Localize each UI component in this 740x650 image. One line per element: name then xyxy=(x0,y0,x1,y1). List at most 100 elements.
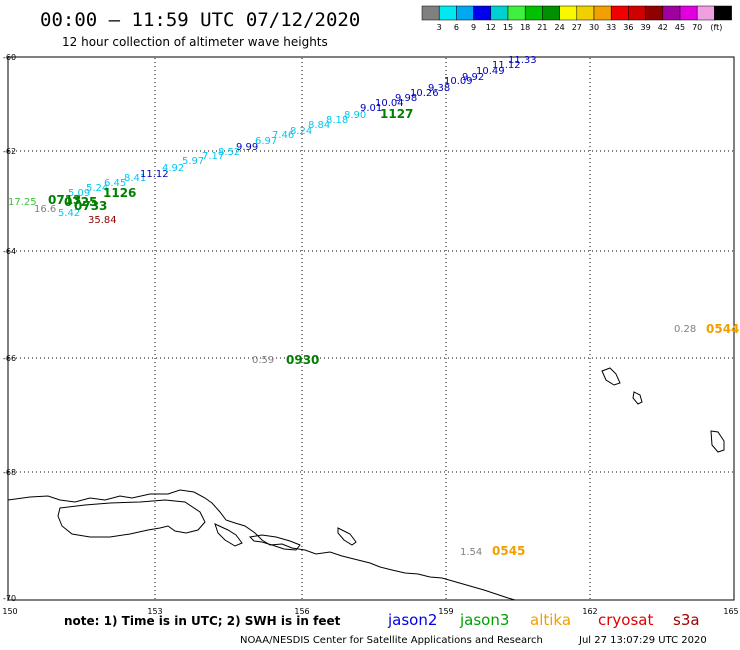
swh-value: 16.6 xyxy=(34,204,56,215)
swh-value: 8.41 xyxy=(124,173,146,184)
legend-tick-label: 15 xyxy=(503,23,513,32)
pass-time: 0733 xyxy=(74,199,107,213)
swh-value: 11.12 xyxy=(140,169,169,180)
track-values: 17.25 16.6 5.42 5.09 5.24 6.45 8.41 11.1… xyxy=(8,55,696,558)
swh-value: 11.12 xyxy=(492,60,521,71)
swh-value: 5.97 xyxy=(182,156,204,167)
legend-color-swatch xyxy=(593,5,612,21)
wave-height-color-legend: 3 6 9 12 15 18 21 24 27 30 33 36 39 42 45 70 (ft) xyxy=(421,5,732,32)
swh-value: 35.84 xyxy=(88,215,117,226)
lat-label: -62 xyxy=(3,147,16,156)
legend-color-swatch xyxy=(456,5,474,21)
legend-tick-label: 18 xyxy=(520,23,530,32)
legend-tick-label: 45 xyxy=(675,23,685,32)
legend-tick-label: 3 xyxy=(437,23,442,32)
swh-value: 6.97 xyxy=(255,136,277,147)
swh-value: 9.38 xyxy=(428,83,450,94)
legend-tick-label: 33 xyxy=(606,23,616,32)
legend-color-swatch xyxy=(507,5,526,21)
legend-tick-label: 24 xyxy=(555,23,565,32)
swh-value: 9.99 xyxy=(236,142,258,153)
swh-value: 7.17 xyxy=(202,151,224,162)
legend-unit-label: (ft) xyxy=(710,23,722,32)
pass-time: 1127 xyxy=(380,107,413,121)
footer-note: note: 1) Time is in UTC; 2) SWH is in fe… xyxy=(64,614,341,628)
swh-value: 8.84 xyxy=(308,120,330,131)
swh-value: 0.59 xyxy=(252,355,274,366)
pass-time: 0544 xyxy=(706,322,739,336)
lon-label: 153 xyxy=(147,607,162,616)
mission-cryosat: cryosat xyxy=(598,611,653,629)
legend-tick-label: 42 xyxy=(658,23,668,32)
legend-tick-label: 36 xyxy=(623,23,633,32)
pass-time: 0930 xyxy=(286,353,319,367)
pass-time: 0545 xyxy=(492,544,525,558)
legend-tick-label: 70 xyxy=(692,23,702,32)
swh-value: 9.98 xyxy=(395,93,417,104)
legend-color-swatch xyxy=(610,5,629,21)
swh-value: 11.33 xyxy=(508,55,537,66)
legend-color-swatch xyxy=(696,5,715,21)
swh-value: 10.49 xyxy=(476,66,505,77)
lon-label: 165 xyxy=(723,607,738,616)
pass-times: 0713 0725 0733 1126 1127 0930 0544 0545 xyxy=(48,107,739,558)
lat-label: -64 xyxy=(3,247,16,256)
lon-label: 150 xyxy=(2,607,17,616)
legend-tick-label: 27 xyxy=(572,23,582,32)
pass-time: 1126 xyxy=(103,186,136,200)
legend-tick-label: 30 xyxy=(589,23,599,32)
legend-color-swatch xyxy=(628,5,646,21)
legend-color-swatch xyxy=(645,5,664,21)
swh-value: 10.09 xyxy=(444,76,473,87)
mission-legend: jason2 jason3 altika cryosat s3a xyxy=(387,611,700,629)
legend-color-swatch xyxy=(438,5,457,21)
legend-color-swatch xyxy=(524,5,543,21)
lat-label: -70 xyxy=(3,594,16,603)
pass-time: 0725 xyxy=(64,195,97,209)
footer-credit: NOAA/NESDIS Center for Satellite Applica… xyxy=(240,635,543,646)
swh-value: 5.42 xyxy=(58,208,80,219)
legend-color-swatch xyxy=(662,5,681,21)
legend-color-swatch xyxy=(490,5,509,21)
mission-jason3: jason3 xyxy=(459,611,509,629)
legend-color-swatch xyxy=(714,5,732,21)
lon-label: 156 xyxy=(294,607,309,616)
map-title: 00:00 – 11:59 UTC 07/12/2020 xyxy=(40,9,360,31)
swh-value: 7.46 xyxy=(272,130,294,141)
swh-value: 10.26 xyxy=(410,88,439,99)
swh-value: 8.90 xyxy=(344,110,366,121)
lon-label: 159 xyxy=(438,607,453,616)
lat-label: -60 xyxy=(3,53,16,62)
graticule xyxy=(8,58,734,600)
lat-label: -68 xyxy=(3,468,16,477)
swh-value: 5.09 xyxy=(68,188,90,199)
mission-s3a: s3a xyxy=(673,611,700,629)
swh-value: 0.28 xyxy=(674,324,696,335)
legend-tick-label: 39 xyxy=(641,23,651,32)
pass-time: 0713 xyxy=(48,193,81,207)
swh-value: 1.54 xyxy=(460,547,482,558)
swh-value: 8.52 xyxy=(218,147,240,158)
legend-tick-label: 12 xyxy=(486,23,496,32)
lon-label: 162 xyxy=(582,607,597,616)
legend-color-swatch xyxy=(559,5,578,21)
footer-timestamp: Jul 27 13:07:29 UTC 2020 xyxy=(578,635,707,646)
swh-value: 9.92 xyxy=(462,72,484,83)
legend-color-swatch xyxy=(473,5,492,21)
coastline xyxy=(7,367,725,601)
mission-jason2: jason2 xyxy=(387,611,437,629)
lat-label: -66 xyxy=(3,354,16,363)
legend-tick-label: 21 xyxy=(537,23,547,32)
legend-color-swatch xyxy=(679,5,698,21)
swh-value: 8.24 xyxy=(290,126,312,137)
swh-value: 4.92 xyxy=(162,163,184,174)
mission-altika: altika xyxy=(530,611,571,629)
latitude-labels: -60 -62 -64 -66 -68 -70 xyxy=(3,53,16,603)
swh-value: 8.18 xyxy=(326,115,348,126)
swh-value: 17.25 xyxy=(8,197,37,208)
legend-color-swatch xyxy=(576,5,595,21)
swh-value: 10.04 xyxy=(375,98,404,109)
legend-color-swatch xyxy=(542,5,560,21)
map-frame xyxy=(7,56,735,601)
